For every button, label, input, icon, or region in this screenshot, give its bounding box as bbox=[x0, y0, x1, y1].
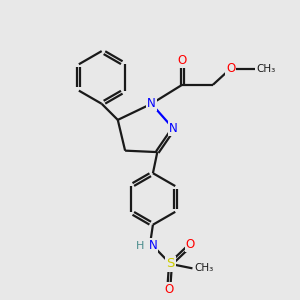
Text: N: N bbox=[148, 239, 157, 252]
Text: CH₃: CH₃ bbox=[256, 64, 275, 74]
Text: O: O bbox=[164, 283, 174, 296]
Text: O: O bbox=[178, 54, 187, 67]
Text: N: N bbox=[169, 122, 178, 135]
Text: O: O bbox=[226, 62, 235, 75]
Text: O: O bbox=[186, 238, 195, 251]
Text: N: N bbox=[147, 97, 156, 110]
Text: CH₃: CH₃ bbox=[194, 263, 213, 273]
Text: S: S bbox=[166, 257, 175, 271]
Text: H: H bbox=[136, 241, 144, 251]
